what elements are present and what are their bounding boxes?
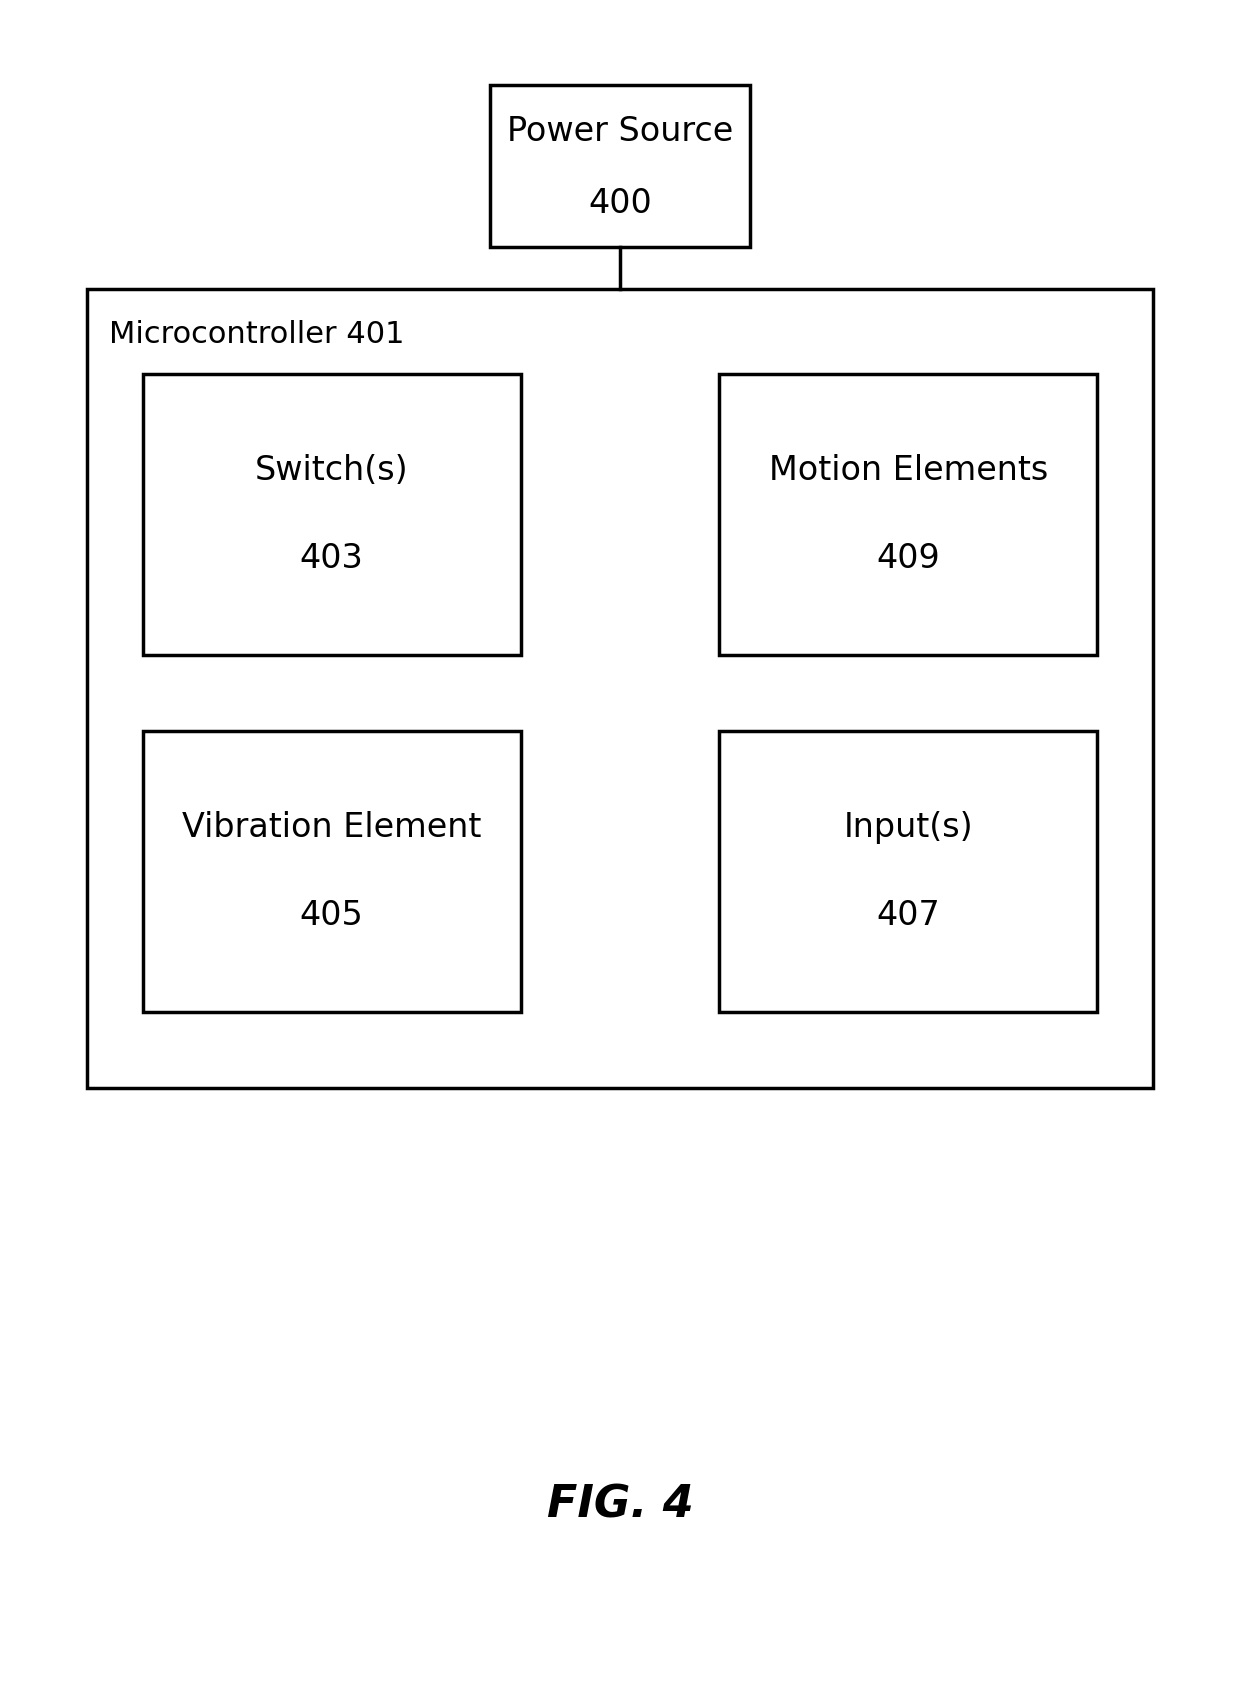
- Bar: [87, 289, 1153, 1088]
- Text: 407: 407: [877, 899, 940, 932]
- Bar: [719, 731, 1097, 1012]
- Bar: [490, 85, 750, 246]
- Bar: [719, 374, 1097, 654]
- Text: 403: 403: [300, 542, 363, 575]
- Bar: [143, 374, 521, 654]
- Text: 400: 400: [588, 187, 652, 219]
- Text: Input(s): Input(s): [843, 811, 973, 843]
- Text: 405: 405: [300, 899, 363, 932]
- Text: Motion Elements: Motion Elements: [769, 454, 1048, 486]
- Bar: [143, 731, 521, 1012]
- Text: Switch(s): Switch(s): [255, 454, 408, 486]
- Text: Microcontroller 401: Microcontroller 401: [109, 320, 404, 348]
- Text: Vibration Element: Vibration Element: [182, 811, 481, 843]
- Text: 409: 409: [877, 542, 940, 575]
- Text: Power Source: Power Source: [507, 116, 733, 148]
- Text: FIG. 4: FIG. 4: [547, 1482, 693, 1527]
